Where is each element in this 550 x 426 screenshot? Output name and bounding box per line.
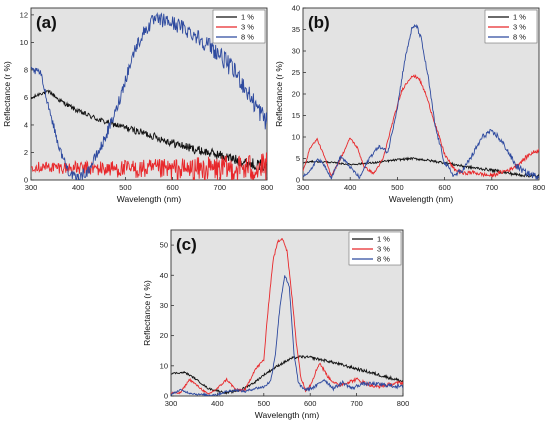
panel-label: (a): [36, 13, 57, 32]
y-tick-label: 25: [292, 68, 300, 77]
series-line-2: [31, 12, 267, 180]
panel-label: (c): [176, 235, 197, 254]
x-tick-label: 400: [344, 183, 357, 192]
legend: 1 %3 %8 %: [212, 9, 266, 44]
y-tick-label: 10: [160, 361, 168, 370]
x-tick-label: 500: [258, 399, 271, 408]
x-tick-label: 800: [261, 183, 274, 192]
x-axis-title: Wavelength (nm): [255, 410, 320, 420]
y-tick-label: 5: [296, 154, 300, 163]
y-tick-label: 0: [24, 176, 28, 185]
y-tick-label: 10: [20, 38, 28, 47]
chart-panel-2: 300 400 500 600 700 800 0 10 20 30 40 50 Wavelength …: [142, 229, 410, 420]
y-tick-label: 8: [24, 66, 28, 75]
y-tick-label: 12: [20, 10, 28, 19]
x-tick-label: 700: [350, 399, 363, 408]
x-tick-label: 400: [211, 399, 224, 408]
y-tick-label: 0: [164, 392, 168, 401]
series-line-1: [303, 74, 539, 178]
x-tick-label: 600: [166, 183, 179, 192]
series-line-1: [171, 238, 403, 395]
series-line-0: [171, 355, 403, 395]
x-tick-label: 800: [397, 399, 410, 408]
y-tick-label: 10: [292, 133, 300, 142]
legend-entry: 3 %: [513, 23, 526, 32]
series-group: [303, 23, 539, 180]
y-tick-label: 40: [292, 4, 300, 13]
y-tick-label: 50: [160, 241, 168, 250]
legend-entry: 1 %: [513, 13, 526, 22]
x-tick-label: 700: [214, 183, 227, 192]
x-tick-label: 600: [438, 183, 451, 192]
y-tick-label: 30: [292, 47, 300, 56]
x-tick-label: 800: [533, 183, 546, 192]
y-axis-title: Reflectance (r %): [142, 280, 152, 346]
y-tick-label: 20: [160, 331, 168, 340]
legend-entry: 8 %: [377, 255, 390, 264]
series-group: [171, 238, 403, 396]
x-tick-label: 500: [391, 183, 404, 192]
x-tick-label: 300: [25, 183, 38, 192]
legend-entry: 3 %: [377, 245, 390, 254]
x-tick-label: 400: [72, 183, 85, 192]
legend: 1 %3 %8 %: [348, 231, 402, 266]
chart-panel-0: 300 400 500 600 700 800 0 2 4 6 8 10 12 Wavelength (n…: [2, 7, 274, 204]
y-axis-title: Reflectance (r %): [274, 61, 284, 127]
x-tick-label: 500: [119, 183, 132, 192]
y-tick-label: 35: [292, 25, 300, 34]
chart-panel-1: 300 400 500 600 700 800 0 5 10 15 20 25 30 35 40 Wavele…: [274, 4, 545, 204]
x-tick-label: 700: [486, 183, 499, 192]
series-line-1: [31, 152, 267, 180]
y-tick-label: 15: [292, 111, 300, 120]
x-axis-title: Wavelength (nm): [389, 194, 454, 204]
legend-entry: 8 %: [513, 33, 526, 42]
legend-entry: 1 %: [377, 235, 390, 244]
y-tick-label: 0: [296, 176, 300, 185]
y-tick-label: 4: [24, 121, 28, 130]
series-line-2: [303, 23, 539, 180]
panel-label: (b): [308, 13, 330, 32]
x-tick-label: 300: [297, 183, 310, 192]
legend-entry: 3 %: [241, 23, 254, 32]
legend-entry: 8 %: [241, 33, 254, 42]
legend-entry: 1 %: [241, 13, 254, 22]
x-axis-title: Wavelength (nm): [117, 194, 182, 204]
y-tick-label: 6: [24, 93, 28, 102]
x-tick-label: 300: [165, 399, 178, 408]
legend: 1 %3 %8 %: [484, 9, 538, 44]
series-line-2: [171, 275, 403, 396]
series-line-0: [31, 89, 267, 172]
y-tick-label: 2: [24, 148, 28, 157]
y-tick-label: 30: [160, 301, 168, 310]
y-tick-label: 20: [292, 90, 300, 99]
y-tick-label: 40: [160, 271, 168, 280]
x-tick-label: 600: [304, 399, 317, 408]
y-axis-title: Reflectance (r %): [2, 61, 12, 127]
series-group: [31, 12, 267, 180]
